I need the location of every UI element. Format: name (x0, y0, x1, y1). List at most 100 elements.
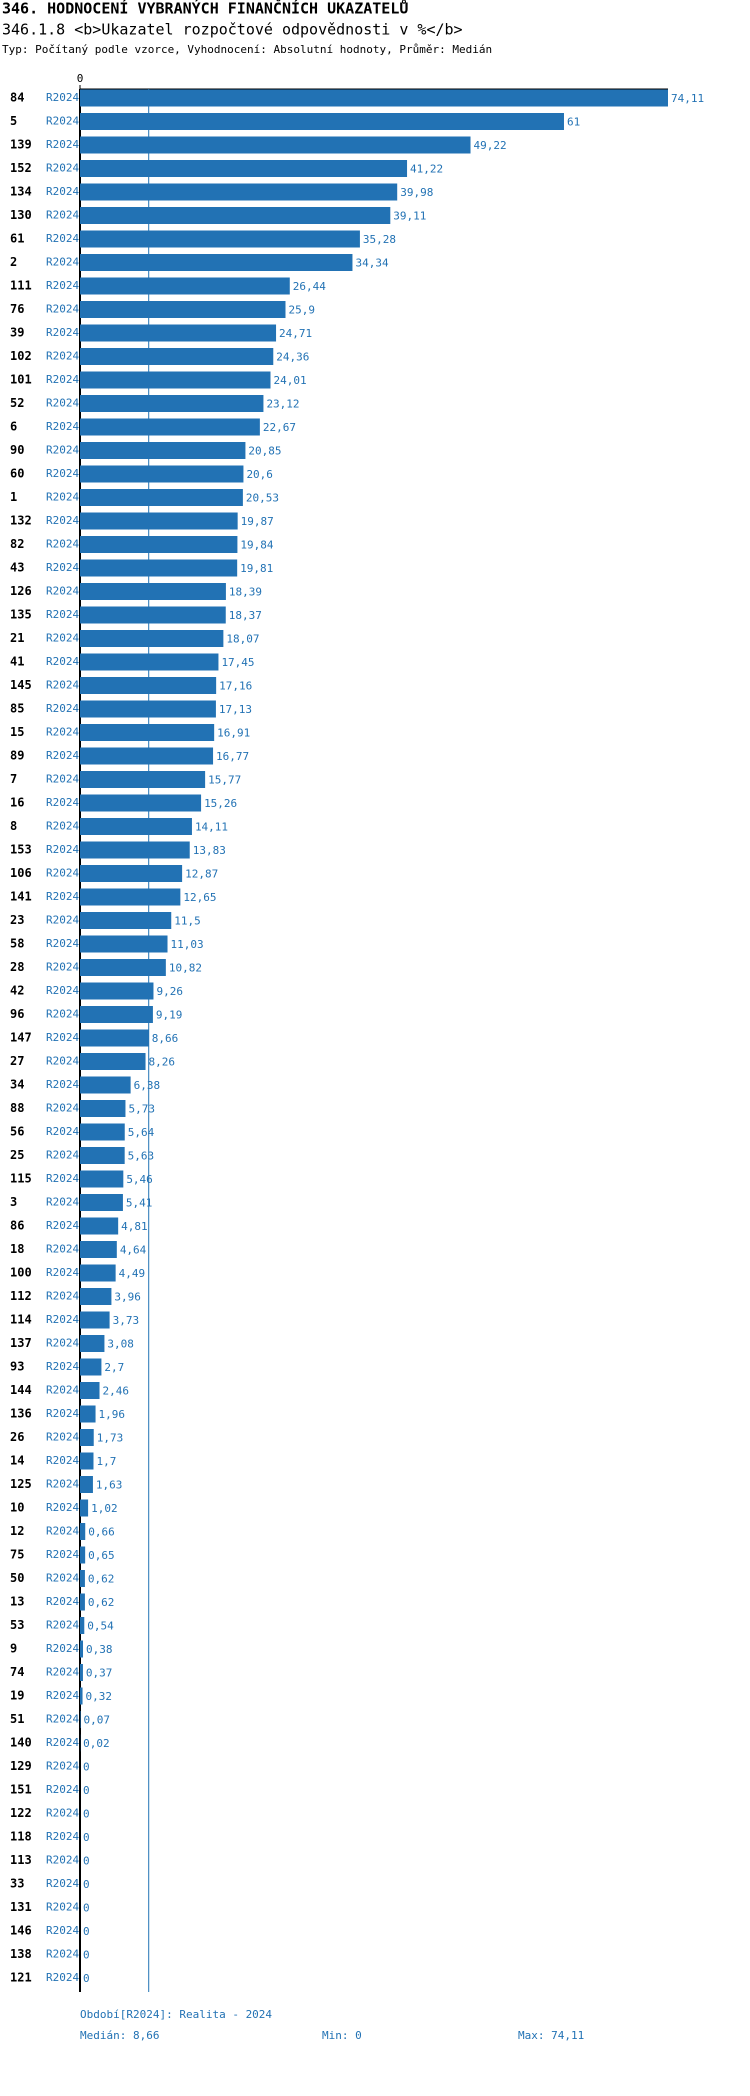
series-label: R2024 (46, 749, 79, 762)
value-label: 11,03 (171, 938, 204, 951)
series-label: R2024 (46, 561, 79, 574)
series-label: R2024 (46, 843, 79, 856)
series-label: R2024 (46, 256, 79, 269)
bar (80, 1546, 86, 1564)
value-label: 3,08 (107, 1338, 134, 1351)
category-label: 115 (10, 1172, 32, 1186)
series-label: R2024 (46, 209, 79, 222)
bar (80, 113, 564, 130)
bar (80, 536, 238, 553)
bar (80, 1664, 83, 1681)
value-label: 15,77 (208, 774, 241, 787)
category-label: 101 (10, 373, 32, 387)
category-label: 84 (10, 91, 24, 105)
chart-title: 346. HODNOCENÍ VYBRANÝCH FINANČNÍCH UKAZ… (2, 0, 408, 18)
bar (80, 1452, 94, 1470)
value-label: 4,81 (121, 1220, 148, 1233)
series-label: R2024 (46, 1924, 79, 1937)
category-label: 27 (10, 1054, 24, 1068)
series-label: R2024 (46, 1877, 79, 1890)
bar (80, 254, 353, 271)
series-label: R2024 (46, 984, 79, 997)
category-label: 100 (10, 1266, 32, 1280)
bar (80, 1217, 119, 1235)
value-label: 18,39 (229, 586, 262, 599)
value-label: 0,02 (83, 1737, 110, 1750)
value-label: 11,5 (174, 915, 201, 928)
value-label: 1,73 (97, 1432, 124, 1445)
series-label: R2024 (46, 1219, 79, 1232)
category-label: 122 (10, 1806, 32, 1820)
bar (80, 935, 168, 953)
value-label: 0 (83, 1972, 90, 1985)
category-label: 89 (10, 749, 24, 763)
category-label: 2 (10, 255, 17, 269)
value-label: 17,13 (219, 703, 252, 716)
bar (80, 1617, 85, 1634)
value-label: 35,28 (363, 233, 396, 246)
series-label: R2024 (46, 1431, 79, 1444)
value-label: 0,38 (86, 1643, 113, 1656)
bar (80, 1241, 117, 1258)
category-label: 56 (10, 1125, 24, 1139)
series-label: R2024 (46, 1901, 79, 1914)
value-label: 39,11 (393, 210, 426, 223)
value-label: 0,65 (88, 1549, 115, 1562)
series-label: R2024 (46, 679, 79, 692)
bar (80, 1311, 110, 1329)
series-label: R2024 (46, 1783, 79, 1796)
category-label: 7 (10, 772, 17, 786)
series-label: R2024 (46, 1149, 79, 1162)
series-label: R2024 (46, 1666, 79, 1679)
series-label: R2024 (46, 726, 79, 739)
value-label: 0,32 (86, 1690, 113, 1703)
value-label: 22,67 (263, 421, 296, 434)
value-label: 15,26 (204, 797, 237, 810)
value-label: 24,36 (276, 351, 309, 364)
series-label: R2024 (46, 1713, 79, 1726)
series-label: R2024 (46, 1384, 79, 1397)
value-label: 74,11 (671, 92, 704, 105)
series-label: R2024 (46, 914, 79, 927)
value-label: 0 (83, 1761, 90, 1774)
series-label: R2024 (46, 702, 79, 715)
value-label: 39,98 (400, 186, 433, 199)
category-label: 23 (10, 913, 24, 927)
category-label: 61 (10, 232, 24, 246)
category-label: 96 (10, 1007, 24, 1021)
category-label: 93 (10, 1360, 24, 1374)
value-label: 0,62 (88, 1596, 115, 1609)
bar (80, 348, 274, 365)
value-label: 0,62 (88, 1573, 115, 1586)
value-label: 1,96 (99, 1408, 126, 1421)
series-label: R2024 (46, 773, 79, 786)
series-label: R2024 (46, 1337, 79, 1350)
series-label: R2024 (46, 1055, 79, 1068)
bar (80, 1570, 85, 1587)
bar (80, 371, 271, 389)
category-label: 88 (10, 1101, 24, 1115)
series-label: R2024 (46, 420, 79, 433)
series-label: R2024 (46, 397, 79, 410)
value-label: 0,66 (88, 1526, 115, 1539)
value-label: 49,22 (474, 139, 507, 152)
bar (80, 136, 471, 154)
bar (80, 982, 154, 1000)
bar (80, 959, 166, 976)
bar (80, 1288, 112, 1305)
value-label: 1,63 (96, 1479, 123, 1492)
category-label: 19 (10, 1689, 24, 1703)
bar (80, 841, 190, 859)
value-label: 0,07 (84, 1714, 111, 1727)
bar (80, 183, 398, 201)
series-label: R2024 (46, 350, 79, 363)
series-label: R2024 (46, 1854, 79, 1867)
bar (80, 1029, 149, 1047)
bar (80, 1123, 125, 1141)
category-label: 21 (10, 631, 24, 645)
value-label: 10,82 (169, 962, 202, 975)
series-label: R2024 (46, 1807, 79, 1820)
bar (80, 442, 246, 459)
value-label: 0 (83, 1949, 90, 1962)
category-label: 25 (10, 1148, 24, 1162)
